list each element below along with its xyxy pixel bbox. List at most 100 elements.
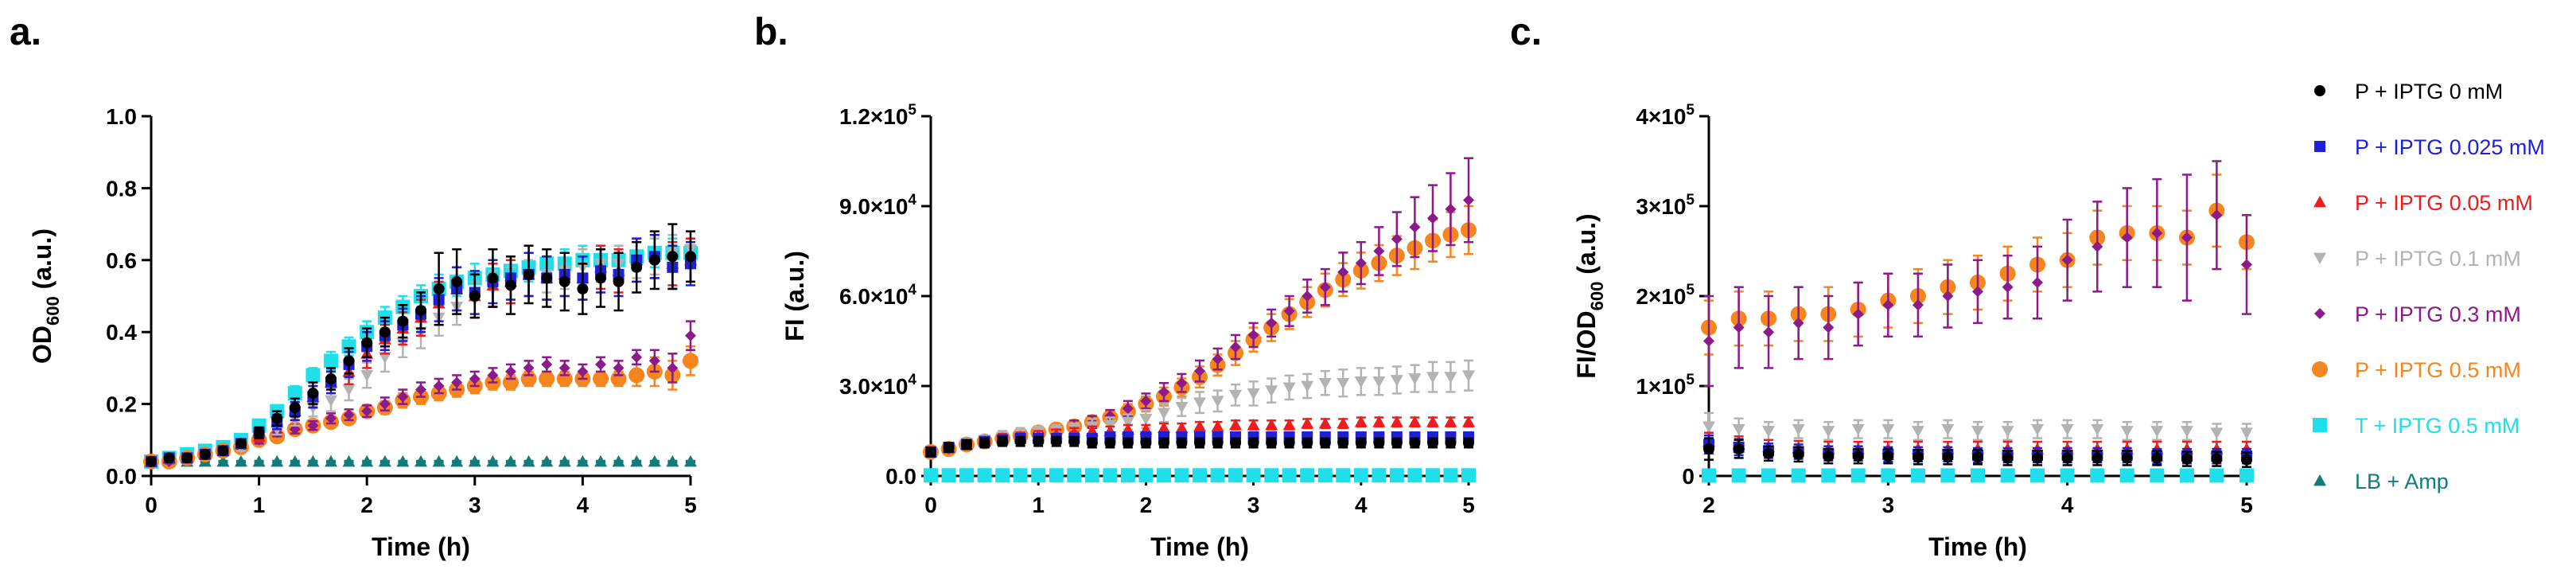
y-tick-label: 0.8 — [106, 176, 137, 201]
data-point — [287, 386, 302, 401]
x-tick-label: 3 — [469, 493, 481, 517]
data-point — [685, 329, 696, 341]
y-tick-label: 0.6 — [106, 248, 137, 273]
plot-area — [923, 157, 1477, 483]
data-point — [1266, 437, 1278, 449]
data-point — [1318, 417, 1332, 429]
x-tick-label: 4 — [1355, 493, 1368, 517]
y-tick-label: 1×105 — [1636, 372, 1695, 399]
x-axis-title: Time (h) — [372, 532, 470, 561]
data-point — [1229, 389, 1243, 402]
data-point — [2002, 452, 2014, 464]
legend-marker — [2313, 252, 2326, 264]
data-point — [1302, 437, 1313, 449]
data-point — [1702, 468, 1716, 483]
data-point — [1391, 233, 1403, 245]
y-tick-label: 0.0 — [106, 464, 137, 489]
data-point — [2180, 426, 2193, 438]
data-point — [1120, 468, 1135, 483]
data-point — [1229, 418, 1243, 431]
data-point — [1140, 395, 1152, 407]
data-point — [146, 455, 157, 467]
data-point — [558, 454, 571, 467]
data-point — [379, 398, 391, 410]
data-point — [305, 368, 321, 383]
data-point — [2181, 232, 2193, 244]
data-point — [2241, 259, 2252, 271]
data-point — [2031, 423, 2045, 436]
data-point — [1139, 414, 1153, 426]
data-point — [1247, 437, 1259, 449]
data-point — [1122, 437, 1134, 449]
data-point — [667, 251, 679, 263]
data-point — [325, 372, 337, 384]
data-point — [1763, 326, 1775, 338]
data-point — [1426, 415, 1439, 427]
data-point — [1211, 396, 1224, 407]
data-point — [595, 272, 607, 284]
data-point — [1882, 299, 1894, 311]
data-point — [1318, 377, 1332, 390]
data-point — [683, 353, 698, 369]
x-tick-label: 5 — [2240, 493, 2253, 517]
data-point — [1193, 397, 1206, 409]
data-point — [1703, 335, 1714, 347]
data-point — [1408, 415, 1422, 427]
data-point — [1175, 421, 1189, 434]
data-point — [2060, 423, 2074, 436]
series-p-iptg-0-mm — [925, 435, 1474, 458]
data-point — [1247, 329, 1259, 341]
data-point — [1156, 468, 1171, 483]
data-point — [1731, 468, 1746, 483]
data-point — [648, 454, 661, 467]
legend-item: P + IPTG 0.3 mM — [2314, 302, 2521, 326]
data-point — [469, 372, 481, 384]
data-point — [1194, 365, 1205, 377]
data-point — [1822, 426, 1835, 438]
data-point — [1121, 416, 1134, 429]
x-tick-label: 2 — [1140, 493, 1153, 517]
data-point — [2121, 232, 2133, 244]
data-point — [1409, 437, 1421, 449]
data-point — [1791, 468, 1806, 483]
data-point — [1265, 385, 1278, 397]
data-point — [486, 454, 500, 467]
data-point — [1282, 468, 1297, 483]
data-point — [1762, 426, 1776, 438]
data-point — [628, 367, 645, 384]
data-point — [1462, 370, 1475, 382]
data-point — [2091, 423, 2104, 436]
data-point — [360, 454, 374, 467]
data-point — [1049, 468, 1064, 483]
data-point — [1157, 407, 1170, 419]
data-point — [943, 442, 955, 454]
data-point — [577, 365, 589, 377]
data-point — [1086, 437, 1098, 449]
series-p-iptg-0-1-mm — [1702, 411, 2253, 443]
data-point — [1337, 377, 1350, 390]
data-point — [2181, 453, 2193, 465]
data-point — [2211, 209, 2223, 221]
data-point — [397, 391, 409, 403]
data-point — [1972, 286, 1983, 298]
data-point — [2150, 468, 2165, 483]
data-point — [925, 446, 936, 458]
data-point — [288, 454, 302, 467]
data-point — [1104, 410, 1116, 422]
data-point — [593, 370, 609, 387]
data-point — [450, 454, 464, 467]
data-point — [379, 326, 391, 338]
data-point — [594, 454, 608, 467]
x-axis-title: Time (h) — [1928, 532, 2027, 561]
y-axis-title: OD600 (a.u.) — [28, 228, 63, 364]
data-point — [2151, 452, 2163, 464]
data-point — [1122, 403, 1134, 415]
data-point — [361, 337, 373, 349]
data-point — [2209, 468, 2224, 483]
data-point — [414, 454, 427, 467]
data-point — [2032, 452, 2044, 464]
x-tick-label: 0 — [924, 493, 937, 517]
data-point — [504, 365, 516, 377]
data-point — [1283, 305, 1295, 317]
